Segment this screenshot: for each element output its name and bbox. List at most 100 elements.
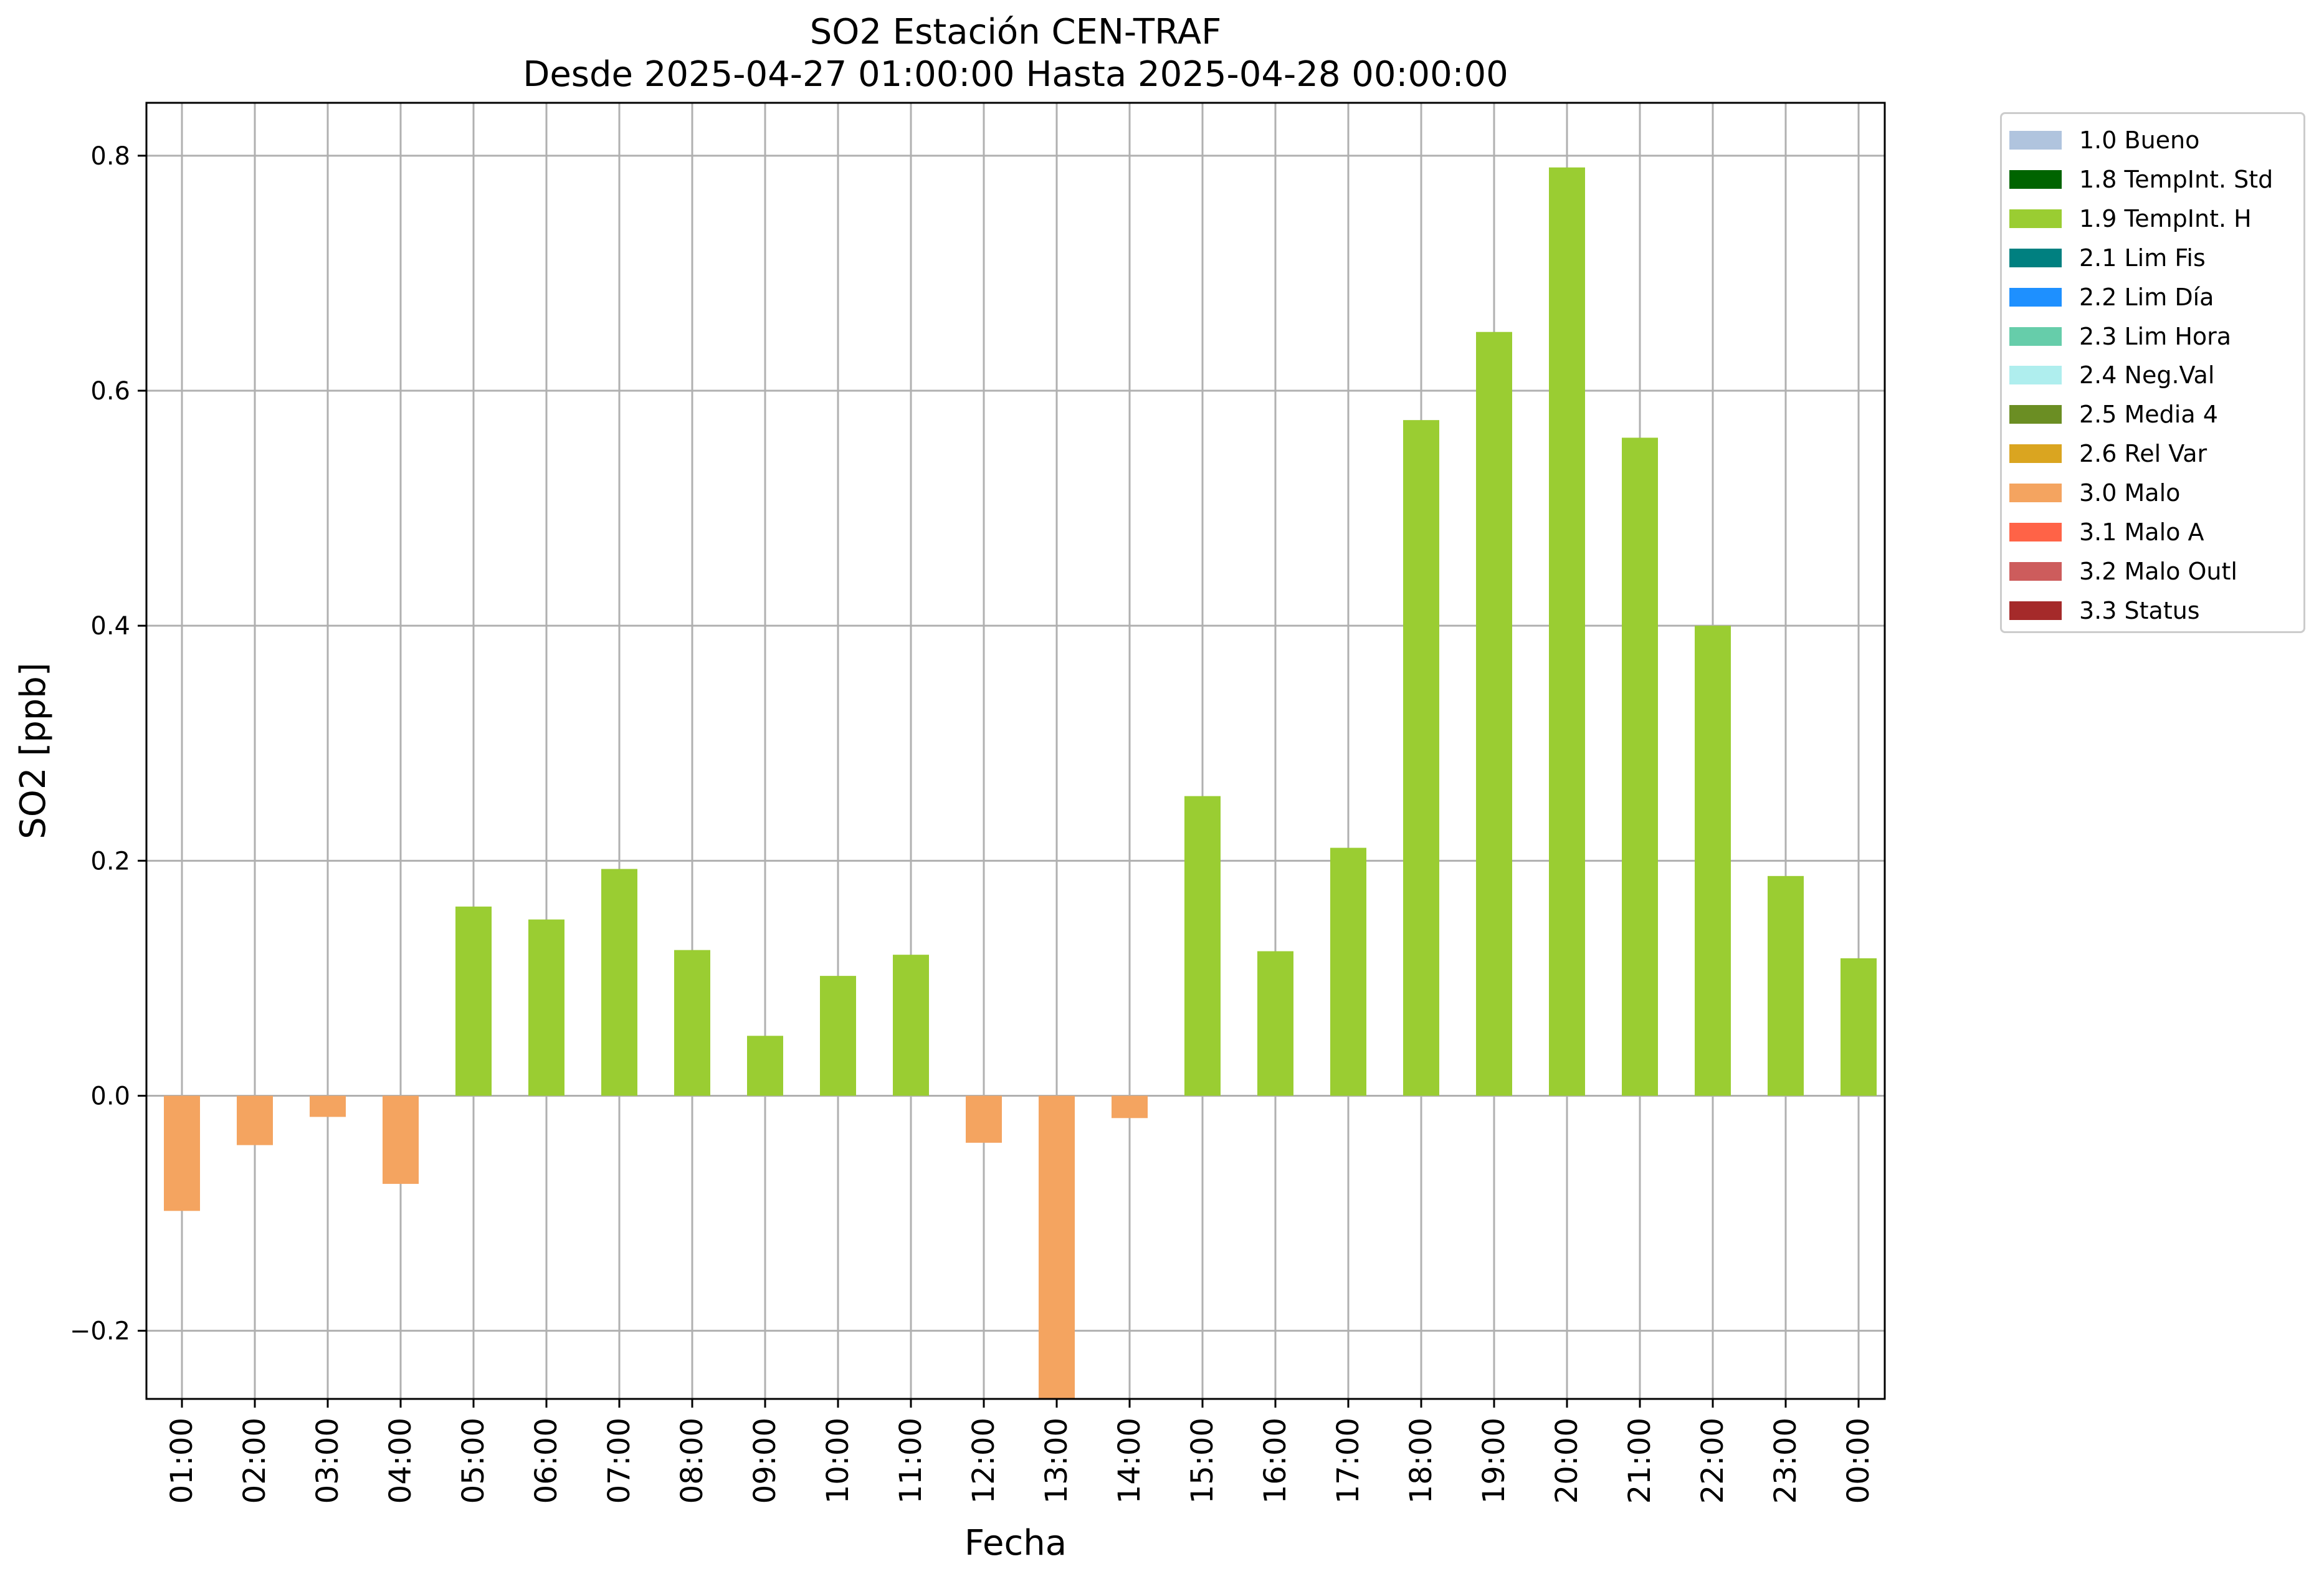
legend-label: 3.2 Malo Outl bbox=[2079, 557, 2237, 585]
x-tick-label: 16:00 bbox=[1258, 1418, 1293, 1504]
x-tick-label: 06:00 bbox=[529, 1418, 564, 1504]
legend-item: 2.3 Lim Hora bbox=[2009, 322, 2232, 350]
y-tick-label: 0.4 bbox=[90, 612, 130, 641]
legend-label: 3.1 Malo A bbox=[2079, 518, 2204, 546]
x-axis-ticks: 01:00 02:00 03:00 04:00 05:00 06:00 07:00 08:00… bbox=[164, 1399, 1876, 1504]
bar bbox=[1403, 420, 1439, 1096]
legend-swatch bbox=[2009, 366, 2062, 385]
bar bbox=[1184, 796, 1221, 1096]
bar bbox=[1768, 875, 1804, 1096]
legend-item: 1.9 TempInt. H bbox=[2009, 204, 2252, 232]
legend-item: 3.2 Malo Outl bbox=[2009, 557, 2237, 585]
legend-label: 2.3 Lim Hora bbox=[2079, 322, 2232, 350]
legend-label: 1.0 Bueno bbox=[2079, 126, 2200, 154]
bar bbox=[1476, 332, 1512, 1096]
legend-swatch bbox=[2009, 131, 2062, 150]
legend-label: 1.9 TempInt. H bbox=[2079, 204, 2252, 232]
y-tick-label: 0.8 bbox=[90, 142, 130, 171]
x-tick-label: 19:00 bbox=[1477, 1418, 1512, 1504]
bar bbox=[383, 1095, 419, 1184]
legend-swatch bbox=[2009, 444, 2062, 464]
x-tick-label: 14:00 bbox=[1112, 1418, 1147, 1504]
bars bbox=[164, 167, 1877, 1399]
bar bbox=[1622, 437, 1658, 1096]
bar bbox=[966, 1095, 1002, 1143]
x-tick-label: 05:00 bbox=[456, 1418, 491, 1504]
legend-label: 1.8 TempInt. Std bbox=[2079, 165, 2274, 193]
y-axis-label: SO2 [ppb] bbox=[13, 662, 54, 839]
bar bbox=[164, 1095, 200, 1211]
legend-swatch bbox=[2009, 327, 2062, 346]
x-tick-label: 12:00 bbox=[966, 1418, 1001, 1504]
bar bbox=[1695, 626, 1731, 1096]
x-tick-label: 20:00 bbox=[1550, 1418, 1584, 1504]
legend-swatch bbox=[2009, 561, 2062, 581]
bar bbox=[674, 950, 710, 1096]
bar bbox=[1257, 951, 1293, 1096]
x-axis-label: Fecha bbox=[964, 1523, 1067, 1563]
legend-label: 2.4 Neg.Val bbox=[2079, 361, 2215, 389]
legend-label: 2.1 Lim Fis bbox=[2079, 244, 2206, 272]
x-tick-label: 09:00 bbox=[748, 1418, 783, 1504]
bar bbox=[601, 869, 637, 1096]
x-tick-label: 17:00 bbox=[1331, 1418, 1366, 1504]
legend-label: 2.5 Media 4 bbox=[2079, 401, 2218, 429]
legend-item: 2.5 Media 4 bbox=[2009, 401, 2218, 429]
bar bbox=[528, 919, 564, 1096]
x-tick-label: 15:00 bbox=[1185, 1418, 1220, 1504]
legend: 1.0 Bueno 1.8 TempInt. Std 1.9 TempInt. H 2… bbox=[2000, 112, 2305, 633]
bar bbox=[1841, 958, 1877, 1096]
y-tick-label: 0.6 bbox=[90, 377, 130, 406]
bar bbox=[747, 1036, 783, 1096]
chart-title: SO2 Estación CEN-TRAF bbox=[810, 12, 1222, 52]
legend-item: 2.1 Lim Fis bbox=[2009, 244, 2206, 272]
y-tick-label: −0.2 bbox=[70, 1317, 130, 1346]
x-tick-label: 07:00 bbox=[602, 1418, 637, 1504]
legend-swatch bbox=[2009, 248, 2062, 267]
legend-label: 3.0 Malo bbox=[2079, 479, 2181, 507]
x-tick-label: 13:00 bbox=[1039, 1418, 1074, 1504]
x-tick-label: 10:00 bbox=[821, 1418, 855, 1504]
x-tick-label: 03:00 bbox=[310, 1418, 345, 1504]
legend-swatch bbox=[2009, 405, 2062, 424]
chart-subtitle: Desde 2025-04-27 01:00:00 Hasta 2025-04-… bbox=[523, 54, 1508, 95]
plot-frame bbox=[145, 102, 1886, 1400]
legend-item: 3.1 Malo A bbox=[2009, 518, 2204, 546]
legend-label: 2.2 Lim Día bbox=[2079, 283, 2214, 311]
bar bbox=[1330, 847, 1366, 1096]
x-tick-label: 23:00 bbox=[1768, 1418, 1803, 1504]
x-tick-label: 04:00 bbox=[383, 1418, 418, 1504]
bar bbox=[1039, 1095, 1075, 1399]
bar bbox=[237, 1095, 273, 1145]
bar bbox=[455, 906, 492, 1096]
x-tick-label: 01:00 bbox=[164, 1418, 199, 1504]
x-tick-label: 02:00 bbox=[237, 1418, 272, 1504]
y-axis-ticks: −0.2 0.0 0.2 0.4 0.6 0.8 bbox=[70, 142, 146, 1346]
legend-swatch bbox=[2009, 209, 2062, 228]
y-tick-label: 0.2 bbox=[90, 847, 130, 875]
legend-label: 2.6 Rel Var bbox=[2079, 440, 2207, 468]
bar bbox=[1549, 167, 1585, 1096]
legend-item: 1.0 Bueno bbox=[2009, 126, 2200, 154]
legend-swatch bbox=[2009, 287, 2062, 307]
x-tick-label: 11:00 bbox=[893, 1418, 928, 1504]
legend-item: 2.4 Neg.Val bbox=[2009, 361, 2215, 389]
legend-swatch bbox=[2009, 169, 2062, 189]
legend-swatch bbox=[2009, 523, 2062, 541]
bar bbox=[310, 1095, 346, 1117]
legend-item: 2.6 Rel Var bbox=[2009, 440, 2207, 468]
bar bbox=[893, 955, 929, 1096]
x-tick-label: 21:00 bbox=[1622, 1418, 1657, 1504]
x-tick-label: 22:00 bbox=[1695, 1418, 1730, 1504]
y-tick-label: 0.0 bbox=[90, 1082, 130, 1110]
x-tick-label: 18:00 bbox=[1404, 1418, 1439, 1504]
legend-item: 2.2 Lim Día bbox=[2009, 283, 2214, 311]
legend-item: 3.0 Malo bbox=[2009, 479, 2181, 507]
x-tick-label: 08:00 bbox=[675, 1418, 710, 1504]
legend-item: 1.8 TempInt. Std bbox=[2009, 165, 2274, 193]
legend-swatch bbox=[2009, 484, 2062, 503]
bar bbox=[820, 976, 856, 1096]
x-tick-label: 00:00 bbox=[1841, 1418, 1876, 1504]
legend-swatch bbox=[2009, 601, 2062, 620]
